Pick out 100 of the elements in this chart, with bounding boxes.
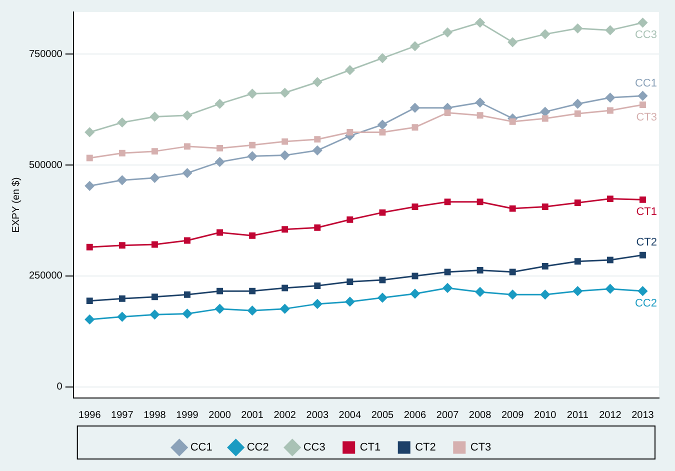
point — [572, 24, 582, 34]
point — [150, 112, 160, 122]
point — [540, 107, 550, 117]
point — [475, 18, 485, 28]
y-tick-label: 500000 — [28, 160, 63, 171]
point — [216, 288, 223, 294]
legend-label: CC1 — [190, 442, 212, 454]
point — [442, 283, 452, 293]
point — [572, 286, 582, 296]
point — [117, 118, 127, 128]
point — [444, 109, 451, 116]
point — [151, 294, 158, 300]
point — [118, 150, 126, 156]
point — [605, 92, 615, 102]
point — [640, 196, 646, 203]
point — [248, 88, 258, 98]
point — [280, 88, 290, 98]
point — [216, 144, 223, 152]
point — [345, 65, 355, 75]
x-tick-label: 1996 — [78, 410, 102, 421]
x-tick-label: 2005 — [371, 410, 394, 421]
point — [84, 314, 94, 324]
point — [182, 168, 192, 178]
point — [280, 150, 290, 160]
point — [640, 102, 646, 108]
text: CT3 — [636, 111, 657, 124]
point — [182, 110, 192, 120]
x-tick-label: 2000 — [208, 410, 232, 421]
point — [412, 204, 418, 210]
x-tick-label: 2002 — [274, 410, 296, 421]
x-tick-label: 2006 — [404, 410, 427, 421]
text: CC1 — [634, 77, 657, 90]
point — [312, 299, 322, 309]
point — [378, 292, 388, 302]
x-tick-label: 2004 — [338, 410, 362, 421]
point — [249, 288, 256, 294]
point — [574, 258, 581, 265]
point — [182, 308, 192, 318]
point — [216, 229, 223, 236]
point — [346, 129, 354, 136]
x-tick-label: 1998 — [144, 410, 166, 421]
legend-label: CT3 — [470, 442, 492, 454]
point — [509, 118, 516, 125]
x-tick-label: 2003 — [306, 410, 329, 421]
point — [312, 77, 322, 87]
point — [410, 103, 420, 113]
y-axis-title: EXPY (en $) — [10, 177, 22, 233]
point — [346, 278, 354, 285]
point — [150, 310, 160, 320]
point — [412, 124, 418, 131]
point — [86, 298, 93, 304]
text: CC2 — [634, 298, 657, 310]
point — [117, 175, 127, 185]
point — [540, 290, 550, 300]
point — [540, 29, 550, 39]
y-tick-label: 750000 — [28, 48, 63, 60]
text: CT1 — [636, 206, 657, 218]
point — [444, 198, 451, 206]
point — [542, 204, 548, 210]
point — [542, 263, 548, 270]
point — [476, 266, 484, 274]
point — [314, 136, 321, 143]
point — [86, 154, 93, 162]
point — [606, 196, 614, 202]
point — [151, 241, 158, 248]
point — [282, 138, 288, 145]
point — [509, 268, 516, 276]
point — [638, 286, 648, 296]
legend-label: CT1 — [360, 442, 381, 454]
x-tick-label: 2001 — [241, 410, 264, 421]
point — [605, 284, 615, 294]
point — [248, 151, 258, 161]
point — [150, 173, 160, 183]
point — [410, 288, 420, 298]
point — [84, 181, 94, 191]
point — [378, 53, 388, 63]
point — [346, 216, 354, 223]
point — [282, 284, 288, 292]
x-tick-label: 2008 — [468, 410, 492, 421]
point — [606, 107, 614, 114]
legend-label: CC2 — [246, 442, 269, 454]
x-tick-label: 1999 — [176, 410, 199, 421]
y-tick-label: 250000 — [28, 270, 63, 282]
point — [379, 129, 386, 136]
point — [184, 143, 190, 150]
point — [574, 200, 581, 206]
point — [151, 148, 158, 155]
point — [118, 242, 126, 249]
point — [314, 224, 321, 231]
text: CT2 — [636, 236, 657, 249]
point — [638, 91, 648, 101]
point — [379, 276, 386, 284]
point — [345, 296, 355, 306]
point — [509, 205, 516, 212]
point — [215, 304, 225, 314]
point — [410, 41, 420, 51]
point — [117, 312, 127, 322]
point — [248, 306, 258, 316]
x-tick-label: 1997 — [111, 410, 134, 421]
point — [84, 127, 94, 137]
